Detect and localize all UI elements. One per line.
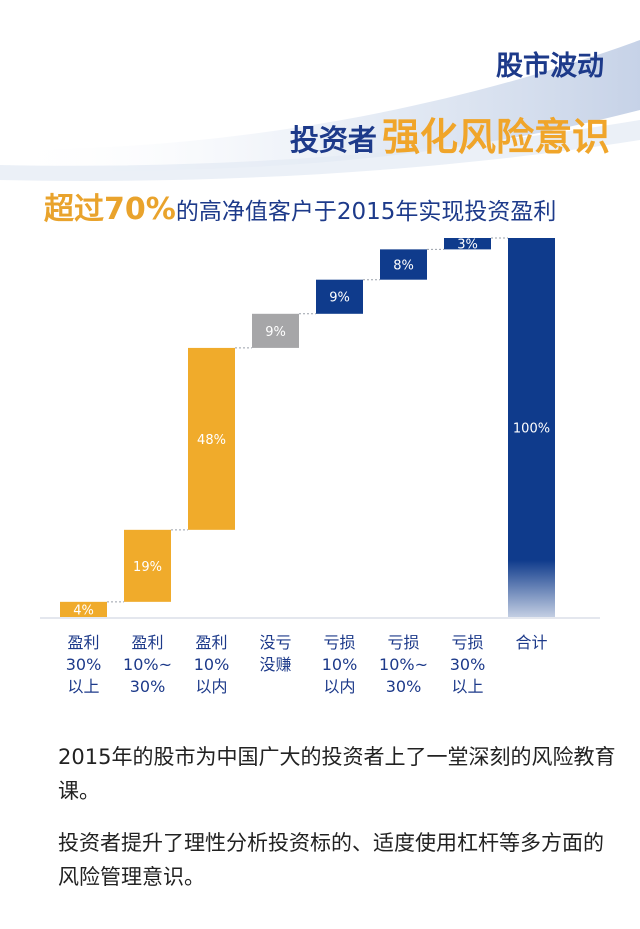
category-label-2-line-2: 10%~ — [123, 655, 172, 674]
category-label-6-line-1: 亏损 — [387, 633, 419, 652]
bar-value-label-1: 4% — [73, 603, 94, 618]
bar-value-label-3: 48% — [197, 433, 226, 448]
category-label-1-line-2: 30% — [66, 655, 102, 674]
bar-3 — [188, 347, 235, 530]
paragraph-1: 2015年的股市为中国广大的投资者上了一堂深刻的风险教育课。 — [58, 745, 616, 803]
chart-subtitle: 超过70%的高净值客户于2015年实现投资盈利 — [44, 184, 556, 228]
bar-7 — [444, 238, 491, 250]
bar-value-label-2: 19% — [133, 560, 162, 575]
subtitle-rest: 的高净值客户于2015年实现投资盈利 — [175, 199, 557, 225]
category-label-3-line-1: 盈利 — [195, 633, 227, 652]
category-label-8-line-1: 合计 — [515, 633, 547, 652]
header-background-swoosh — [0, 40, 640, 181]
subtitle-highlight: 超过70% — [44, 192, 176, 227]
paragraph-2: 投资者提升了理性分析投资标的、适度使用杠杆等多方面的风险管理意识。 — [58, 831, 604, 889]
category-label-5-line-3: 以内 — [323, 677, 355, 696]
header-headline: 投资者 强化风险意识 — [290, 106, 610, 161]
waterfall-chart: 4% 19% 48% 9% 9% 8% 3% 100% 盈利 30% 以上 盈利 10%~ 30% 盈利 1… — [40, 237, 600, 696]
category-label-6-line-3: 30% — [386, 677, 422, 696]
bar-value-label-7: 3% — [457, 238, 478, 253]
bar-4 — [252, 313, 299, 348]
headline-prefix: 投资者 — [289, 123, 377, 157]
header-title: 股市波动 — [496, 51, 604, 82]
category-label-3-line-3: 以内 — [195, 677, 227, 696]
bar-value-label-4: 9% — [265, 325, 286, 340]
bar-5 — [316, 279, 363, 314]
category-label-3-line-2: 10% — [194, 655, 230, 674]
category-label-7-line-1: 亏损 — [451, 633, 483, 652]
category-label-5-line-2: 10% — [322, 655, 358, 674]
category-label-7-line-2: 30% — [450, 655, 486, 674]
bar-value-label-8: 100% — [513, 422, 550, 437]
category-label-2-line-1: 盈利 — [131, 633, 163, 652]
bar-6 — [380, 249, 427, 280]
category-label-7-line-3: 以上 — [451, 677, 483, 696]
bar-8 — [508, 238, 555, 617]
category-label-2-line-3: 30% — [130, 677, 166, 696]
bar-value-label-5: 9% — [329, 291, 350, 306]
headline-highlight: 强化风险意识 — [381, 115, 610, 159]
category-label-1-line-1: 盈利 — [67, 633, 99, 652]
category-label-1-line-3: 以上 — [67, 677, 99, 696]
bar-1 — [60, 601, 107, 617]
category-label-5-line-1: 亏损 — [323, 633, 355, 652]
bar-value-label-6: 8% — [393, 259, 414, 274]
category-label-4-line-1: 没亏 — [259, 633, 291, 652]
category-label-6-line-2: 10%~ — [379, 655, 428, 674]
bar-2 — [124, 529, 171, 602]
category-label-4-line-2: 没赚 — [259, 655, 291, 674]
